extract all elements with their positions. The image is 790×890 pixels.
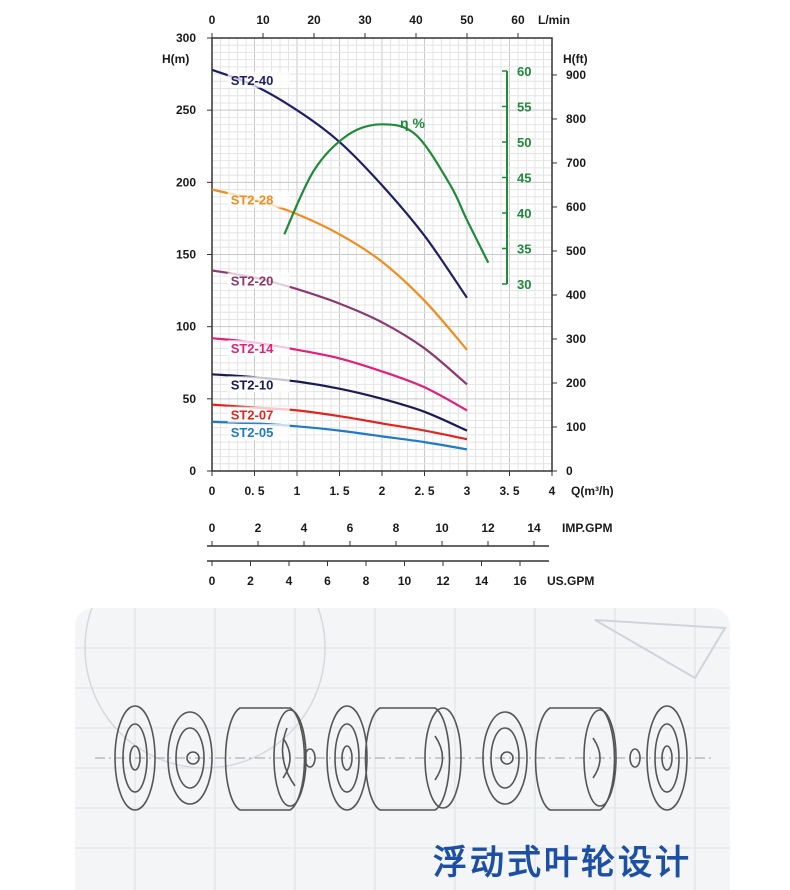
imp-tick-label: 14 xyxy=(527,521,541,535)
label-bg xyxy=(227,376,290,393)
top-tick-label: 0 xyxy=(209,13,216,27)
series-label-st2-20: ST2-20 xyxy=(231,273,274,288)
curve-efficiency xyxy=(283,123,490,264)
series-label-st2-40: ST2-40 xyxy=(231,73,274,88)
chart-labels: ST2-40 ST2-28 ST2-20 ST2-14 ST2-10 ST2-07 ST2-… xyxy=(227,71,425,440)
top-tick-label: 10 xyxy=(256,13,270,27)
us-tick-label: 8 xyxy=(363,574,370,588)
imp-axis-label: IMP.GPM xyxy=(562,521,612,535)
series-label-st2-14: ST2-14 xyxy=(231,341,274,356)
x-tick-label: 1 xyxy=(294,484,301,498)
us-axis-label: US.GPM xyxy=(547,574,594,588)
gpm-axes: 0 2 4 6 8 10 12 14 IMP.GPM 0 2 4 6 8 10 12 14 16 US.GPM xyxy=(207,521,612,588)
imp-tick-label: 4 xyxy=(301,521,308,535)
series-label-st2-10: ST2-10 xyxy=(231,377,274,392)
y-right-tick-label: 500 xyxy=(566,244,586,258)
imp-tick-label: 2 xyxy=(255,521,262,535)
y-right-tick-label: 600 xyxy=(566,200,586,214)
imp-tick-label: 8 xyxy=(393,521,400,535)
top-tick-label: 60 xyxy=(511,13,525,27)
y-right-tick-label: 300 xyxy=(566,332,586,346)
us-tick-label: 6 xyxy=(324,574,331,588)
y-left-tick-label: 150 xyxy=(176,248,196,262)
impeller-banner: 浮动式叶轮设计 xyxy=(75,608,730,890)
impeller-drawing xyxy=(75,608,730,890)
y-right-tick-label: 700 xyxy=(566,156,586,170)
top-tick-label: 40 xyxy=(409,13,423,27)
imp-tick-label: 0 xyxy=(209,521,216,535)
series-label-st2-05: ST2-05 xyxy=(231,425,274,440)
x-tick-label: 1. 5 xyxy=(329,484,349,498)
us-tick-label: 0 xyxy=(209,574,216,588)
us-tick-label: 12 xyxy=(436,574,450,588)
imp-tick-label: 6 xyxy=(347,521,354,535)
y-left-tick-label: 0 xyxy=(189,464,196,478)
imp-tick-label: 12 xyxy=(481,521,495,535)
us-tick-label: 4 xyxy=(286,574,293,588)
us-tick-label: 2 xyxy=(247,574,254,588)
eff-tick-label: 60 xyxy=(517,64,531,79)
top-tick-label: 50 xyxy=(460,13,474,27)
x-tick-label: 2. 5 xyxy=(414,484,434,498)
banner-title: 浮动式叶轮设计 xyxy=(433,843,692,883)
label-bg xyxy=(227,340,290,357)
top-axis-label: L/min xyxy=(538,13,570,27)
curve-st2-05 xyxy=(211,420,468,451)
y-left-label: H(m) xyxy=(162,52,189,66)
us-tick-label: 14 xyxy=(475,574,489,588)
chart-axes: 0 0. 5 1 1. 5 2 2. 5 3 3. 5 4 Q(m³/h) 0 10 20 30 40 50 6… xyxy=(162,13,614,498)
label-bg xyxy=(227,71,290,88)
y-left-tick-label: 200 xyxy=(176,175,196,189)
x-tick-label: 3 xyxy=(464,484,471,498)
eff-tick-label: 55 xyxy=(517,100,531,115)
label-bg xyxy=(227,406,290,423)
efficiency-label: η % xyxy=(400,115,425,131)
label-bg xyxy=(227,191,290,208)
eff-tick-label: 40 xyxy=(517,206,531,221)
eff-tick-label: 30 xyxy=(517,277,531,292)
y-right-tick-label: 100 xyxy=(566,420,586,434)
top-tick-label: 30 xyxy=(358,13,372,27)
y-left-tick-label: 100 xyxy=(176,320,196,334)
x-tick-label: 0. 5 xyxy=(244,484,264,498)
y-right-tick-label: 900 xyxy=(566,68,586,82)
x-axis-label: Q(m³/h) xyxy=(571,484,614,498)
us-tick-label: 16 xyxy=(513,574,527,588)
y-right-tick-label: 200 xyxy=(566,376,586,390)
performance-chart: 0 0. 5 1 1. 5 2 2. 5 3 3. 5 4 Q(m³/h)0 10 20 30 40 50 6… xyxy=(162,13,614,588)
y-left-tick-label: 50 xyxy=(183,392,197,406)
y-left-tick-label: 300 xyxy=(176,31,196,45)
y-right-tick-label: 0 xyxy=(566,464,573,478)
eff-tick-label: 45 xyxy=(517,171,531,186)
label-bg xyxy=(227,423,290,440)
top-tick-label: 20 xyxy=(307,13,321,27)
y-right-tick-label: 400 xyxy=(566,288,586,302)
us-tick-label: 10 xyxy=(398,574,412,588)
chart-grid xyxy=(211,37,553,472)
y-left-tick-label: 250 xyxy=(176,103,196,117)
x-tick-label: 4 xyxy=(549,484,556,498)
label-bg xyxy=(227,272,290,289)
y-right-tick-label: 800 xyxy=(566,112,586,126)
series-label-st2-28: ST2-28 xyxy=(231,193,274,208)
x-tick-label: 3. 5 xyxy=(499,484,519,498)
x-tick-label: 2 xyxy=(379,484,386,498)
imp-tick-label: 10 xyxy=(435,521,449,535)
x-tick-label: 0 xyxy=(209,484,216,498)
eff-tick-label: 35 xyxy=(517,242,531,257)
y-right-label: H(ft) xyxy=(563,52,588,66)
series-label-st2-07: ST2-07 xyxy=(231,408,274,423)
eff-tick-label: 50 xyxy=(517,135,531,150)
